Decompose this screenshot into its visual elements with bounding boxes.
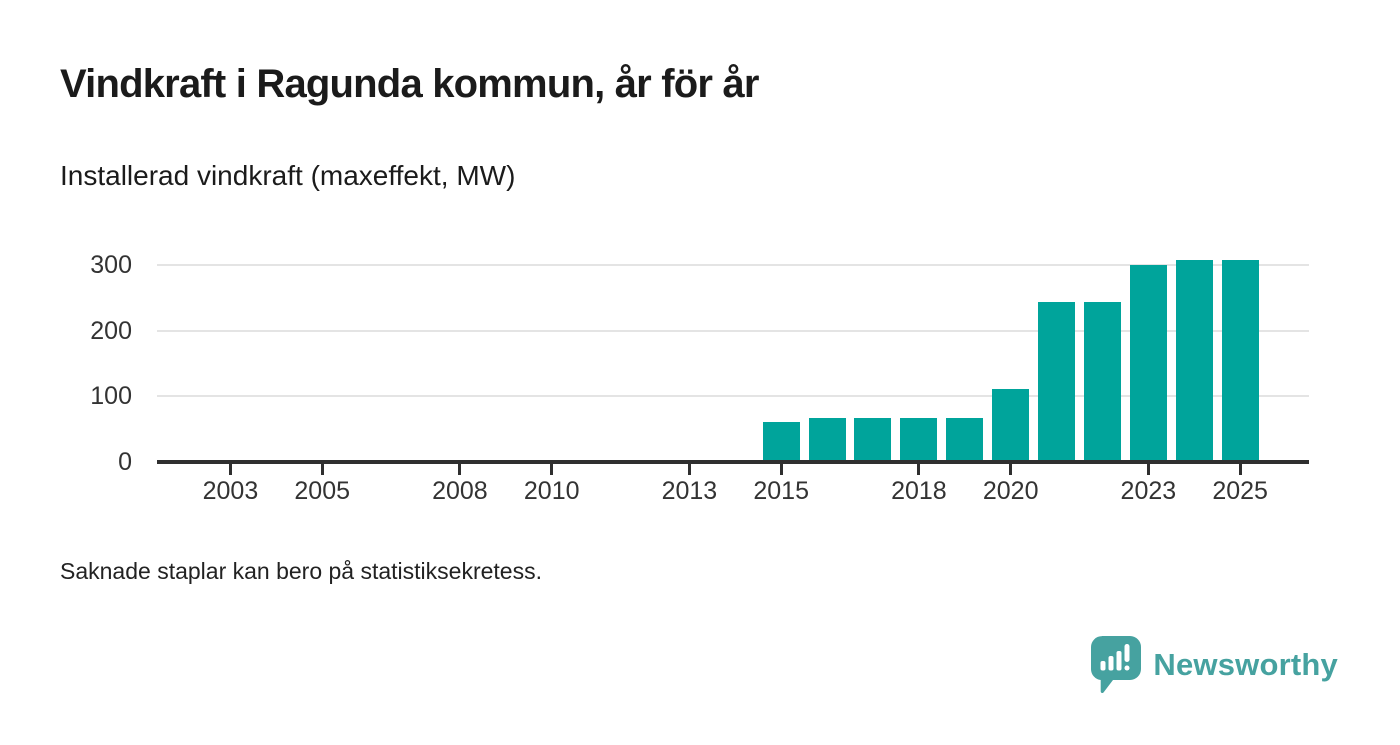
bar-year-2017: [854, 417, 892, 460]
x-axis-tick: [1009, 464, 1013, 475]
newsworthy-logo: Newsworthy: [1091, 636, 1338, 693]
x-axis-tick: [228, 464, 232, 475]
x-axis-tick-label: 2015: [753, 477, 809, 505]
x-axis-tick: [458, 464, 462, 475]
y-axis-tick-label: 100: [90, 382, 132, 410]
x-axis-tick: [1146, 464, 1150, 475]
bar-chart-speech-bubble-icon: [1091, 636, 1142, 693]
x-axis-tick-label: 2018: [891, 477, 947, 505]
x-axis-tick-label: 2005: [294, 477, 351, 505]
x-axis-tick: [320, 464, 324, 475]
bar-year-2016: [808, 417, 846, 460]
bar-year-2021: [1038, 302, 1076, 460]
x-axis-tick: [917, 464, 921, 475]
x-axis-tick-label: 2003: [202, 477, 259, 505]
x-axis-tick: [550, 464, 554, 475]
x-axis-tick-label: 2020: [982, 477, 1039, 505]
bar-year-2015: [762, 422, 800, 460]
chart-title: Vindkraft i Ragunda kommun, år för år: [60, 62, 759, 106]
y-gridline: [157, 395, 1309, 397]
x-axis-tick: [687, 464, 691, 475]
bar-year-2020: [992, 389, 1030, 460]
x-axis-tick-label: 2010: [523, 477, 580, 505]
bar-year-2019: [946, 417, 984, 460]
plot-area: 0 100 200 300 2003 2005 2008 2010 2013 2015 2018 20…: [90, 251, 1309, 505]
x-axis-tick-label: 2008: [432, 477, 488, 505]
y-axis-tick-label: 0: [118, 447, 132, 476]
bar-year-2025: [1221, 259, 1259, 460]
newsworthy-logo-text: Newsworthy: [1153, 646, 1338, 682]
x-axis-line: [157, 460, 1309, 464]
x-axis-tick-label: 2023: [1120, 477, 1177, 505]
x-axis-tick-label: 2013: [661, 477, 718, 505]
x-axis-tick-label: 2025: [1212, 477, 1268, 505]
bar-year-2024: [1175, 259, 1213, 460]
footnote: Saknade staplar kan bero på statistiksek…: [60, 558, 542, 584]
bar-year-2022: [1083, 302, 1121, 460]
bar-year-2018: [900, 417, 938, 460]
y-gridline: [157, 329, 1309, 332]
y-gridline: [157, 264, 1309, 266]
x-axis-tick: [779, 464, 783, 475]
x-axis-tick: [1238, 464, 1242, 475]
chart-subtitle: Installerad vindkraft (maxeffekt, MW): [60, 160, 516, 191]
y-axis-tick-label: 300: [90, 251, 132, 279]
y-axis-tick-label: 200: [90, 316, 132, 345]
bar-year-2023: [1129, 265, 1167, 460]
